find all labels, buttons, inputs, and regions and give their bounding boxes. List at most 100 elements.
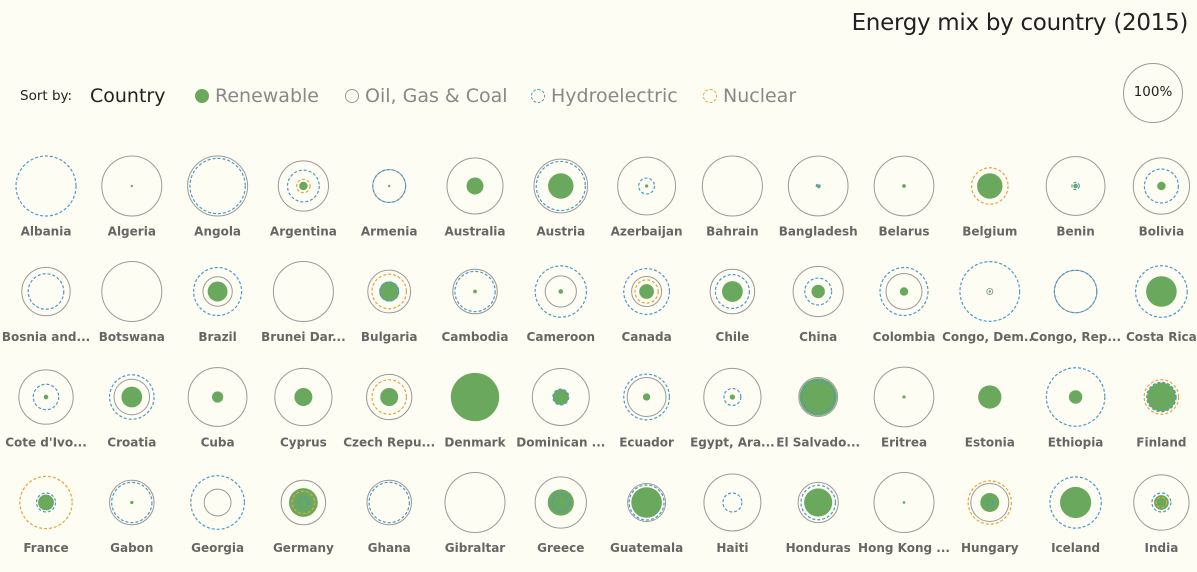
renewable-circle	[980, 493, 1000, 512]
country-gibraltar[interactable]: Gibraltar	[444, 472, 506, 556]
fossil-circle	[280, 479, 327, 526]
chart-title: Energy mix by country (2015)	[851, 10, 1189, 36]
fossil-circle	[367, 269, 412, 314]
country-bosnia-and[interactable]: Bosnia and...	[2, 266, 90, 344]
fossil-circle	[627, 483, 667, 522]
country-label: Ecuador	[619, 436, 674, 450]
country-germany[interactable]: Germany	[273, 479, 334, 555]
country-argentina[interactable]: Argentina	[270, 160, 337, 239]
country-brunei-dar[interactable]: Brunei Dar...	[261, 261, 346, 345]
sort-option-renewable[interactable]: Renewable	[195, 84, 319, 108]
fossil-circle	[797, 481, 839, 524]
country-colombia[interactable]: Colombia	[873, 266, 936, 345]
country-iceland[interactable]: Iceland	[1049, 476, 1102, 555]
renewable-circle	[289, 488, 318, 517]
country-honduras[interactable]: Honduras	[786, 481, 851, 555]
country-bulgaria[interactable]: Bulgaria	[361, 269, 418, 344]
country-egypt-ara[interactable]: Egypt, Ara...	[690, 367, 775, 450]
country-label: Iceland	[1051, 541, 1100, 555]
country-azerbaijan[interactable]: Azerbaijan	[611, 156, 683, 239]
country-india[interactable]: India	[1133, 474, 1190, 555]
country-cuba[interactable]: Cuba	[187, 367, 248, 450]
country-greece[interactable]: Greece	[534, 476, 587, 555]
country-costa-rica[interactable]: Costa Rica	[1126, 265, 1197, 344]
country-haiti[interactable]: Haiti	[703, 473, 762, 555]
country-guatemala[interactable]: Guatemala	[610, 483, 683, 555]
country-denmark[interactable]: Denmark	[444, 372, 507, 450]
country-label: Cyprus	[280, 436, 327, 450]
country-label: Hungary	[961, 541, 1019, 555]
sort-option-nuclear[interactable]: Nuclear	[703, 84, 796, 108]
country-benin[interactable]: Benin	[1045, 156, 1106, 239]
country-armenia[interactable]: Armenia	[361, 168, 418, 239]
country-austria[interactable]: Austria	[533, 158, 589, 239]
country-dominican[interactable]: Dominican ...	[516, 368, 605, 450]
country-finland[interactable]: Finland	[1136, 379, 1187, 450]
hydro-circle	[623, 373, 671, 421]
country-bangladesh[interactable]: Bangladesh	[779, 155, 858, 239]
country-belgium[interactable]: Belgium	[962, 167, 1017, 239]
hydro-circle	[723, 387, 742, 407]
country-estonia[interactable]: Estonia	[965, 385, 1015, 450]
renewable-circle	[388, 184, 391, 188]
country-bolivia[interactable]: Bolivia	[1132, 157, 1191, 239]
country-label: Croatia	[107, 436, 156, 450]
renewable-circle	[473, 289, 477, 294]
country-label: Egypt, Ara...	[690, 436, 775, 450]
scale-label: 100%	[1133, 84, 1173, 100]
fossil-circle	[452, 268, 498, 315]
country-label: Austria	[536, 225, 585, 239]
country-cameroon[interactable]: Cameroon	[527, 265, 596, 344]
country-ethiopia[interactable]: Ethiopia	[1045, 367, 1106, 450]
fossil-circle	[444, 472, 506, 533]
country-canada[interactable]: Canada	[621, 268, 672, 344]
country-chile[interactable]: Chile	[709, 268, 756, 344]
country-ecuador[interactable]: Ecuador	[619, 373, 674, 450]
country-label: Bahrain	[706, 225, 758, 239]
country-label: Belgium	[962, 225, 1017, 239]
country-botswana[interactable]: Botswana	[99, 261, 165, 345]
country-gabon[interactable]: Gabon	[109, 479, 155, 555]
fossil-circle	[1045, 156, 1106, 216]
country-france[interactable]: France	[19, 475, 73, 555]
country-algeria[interactable]: Algeria	[101, 155, 163, 239]
fossil-circle	[873, 472, 935, 533]
renewable-circle	[811, 284, 825, 299]
country-cambodia[interactable]: Cambodia	[441, 268, 509, 344]
country-hong-kong[interactable]: Hong Kong ...	[858, 472, 950, 556]
sort-option-country[interactable]: Country	[90, 84, 165, 108]
country-brazil[interactable]: Brazil	[193, 266, 243, 345]
renewable-circle	[294, 388, 313, 406]
nuclear-circle	[970, 167, 1009, 205]
country-georgia[interactable]: Georgia	[190, 475, 246, 555]
country-ghana[interactable]: Ghana	[366, 479, 412, 555]
country-angola[interactable]: Angola	[187, 155, 249, 239]
country-label: Costa Rica	[1126, 330, 1197, 344]
country-croatia[interactable]: Croatia	[107, 374, 156, 450]
country-congo-dem[interactable]: Congo, Dem...	[942, 261, 1038, 344]
fossil-circle	[277, 160, 329, 212]
country-cote-d-ivo[interactable]: Cote d'Ivo...	[5, 369, 87, 450]
country-china[interactable]: China	[792, 265, 844, 344]
renewable-circle	[631, 487, 662, 518]
sort-option-hydro[interactable]: Hydroelectric	[531, 84, 678, 108]
hydro-circle	[1143, 168, 1179, 204]
country-czech-repu[interactable]: Czech Repu...	[343, 373, 435, 450]
country-australia[interactable]: Australia	[444, 157, 506, 239]
country-congo-rep[interactable]: Congo, Rep...	[1030, 269, 1121, 344]
country-eritrea[interactable]: Eritrea	[873, 366, 935, 450]
country-albania[interactable]: Albania	[15, 155, 77, 239]
hydro-circle	[714, 273, 750, 310]
country-bahrain[interactable]: Bahrain	[701, 155, 763, 239]
fossil-circle	[113, 378, 151, 416]
country-hungary[interactable]: Hungary	[961, 480, 1019, 555]
country-cyprus[interactable]: Cyprus	[274, 367, 333, 450]
fossil-circle	[366, 479, 412, 526]
country-label: Greece	[537, 541, 584, 555]
sort-option-fossil[interactable]: Oil, Gas & Coal	[345, 84, 508, 108]
hydro-circle	[638, 177, 656, 195]
country-belarus[interactable]: Belarus	[873, 155, 935, 239]
country-el-salvado[interactable]: El Salvado...	[776, 377, 860, 450]
fossil-circle	[626, 377, 667, 417]
fossil-circle	[873, 155, 935, 217]
